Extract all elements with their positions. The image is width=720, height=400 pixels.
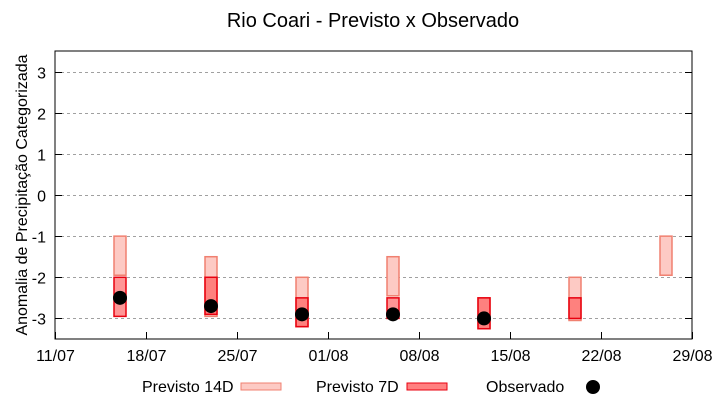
y-axis-label: Anomalia de Precipitação Categorizada [14, 54, 31, 335]
bar-previsto-14d [386, 255, 400, 297]
point-observado [295, 307, 309, 322]
x-axis-ticks: 11/07 18/07 25/07 01/08 08/08 15/08 22/08 29/08 [36, 332, 713, 365]
y-tick-label: 3 [37, 66, 46, 83]
y-tick-label: -3 [32, 312, 46, 329]
legend-label-14d: Previsto 14D [142, 379, 234, 396]
x-tick-label: 08/08 [399, 348, 439, 365]
x-tick-label: 25/07 [217, 348, 257, 365]
x-tick-label: 15/08 [490, 348, 530, 365]
y-axis-ticks: 3 2 1 0 -1 -2 -3 [32, 66, 692, 329]
point-observado [113, 290, 127, 305]
point-observado [386, 307, 400, 322]
bar-previsto-14d [659, 235, 673, 276]
grid-lines [55, 72, 692, 319]
observed-points [113, 290, 491, 326]
y-tick-label: -1 [32, 230, 46, 247]
legend-label-observed: Observado [486, 379, 564, 396]
bar-previsto-7d [568, 297, 582, 320]
legend-marker-observed [586, 380, 600, 394]
bar-previsto-14d [113, 235, 127, 276]
y-tick-label: 2 [37, 107, 46, 124]
x-tick-label: 22/08 [581, 348, 621, 365]
legend-swatch-14d [240, 382, 282, 391]
y-tick-label: -2 [32, 271, 46, 288]
y-tick-label: 1 [37, 148, 46, 165]
x-tick-label: 18/07 [126, 348, 166, 365]
legend-label-7d: Previsto 7D [316, 379, 399, 396]
x-tick-label: 29/08 [672, 348, 712, 365]
x-tick-label: 01/08 [308, 348, 348, 365]
y-tick-label: 0 [37, 189, 46, 206]
point-observado [477, 311, 491, 326]
chart-title: Rio Coari - Previsto x Observado [227, 10, 519, 32]
x-tick-label: 11/07 [36, 348, 75, 365]
legend-swatch-7d [406, 382, 448, 391]
point-observado [204, 299, 218, 314]
legend: Previsto 14D Previsto 7D Observado [142, 379, 600, 396]
